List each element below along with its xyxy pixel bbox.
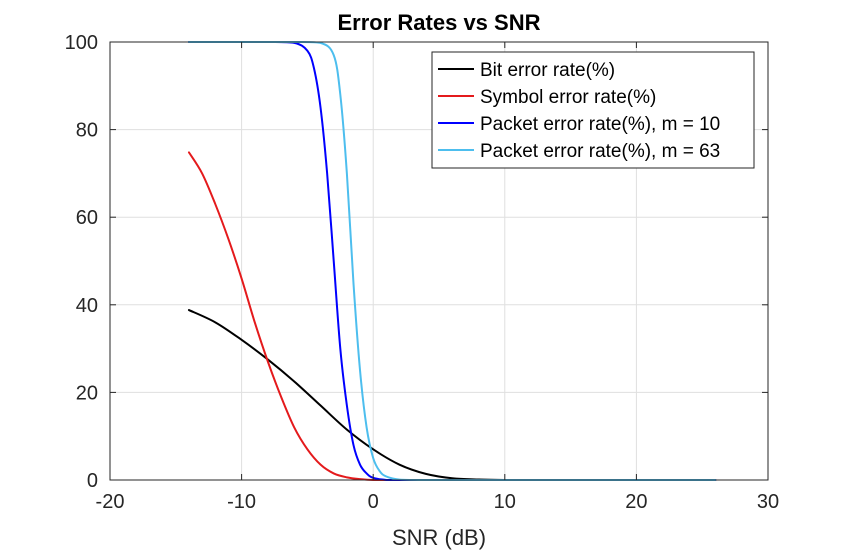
legend: Bit error rate(%) Symbol error rate(%) Pac… — [431, 51, 755, 169]
y-tick-label: 40 — [76, 295, 98, 317]
y-tick-label: 20 — [76, 382, 98, 404]
x-tick-label: 0 — [368, 491, 379, 513]
legend-label: Packet error rate(%), m = 10 — [480, 114, 720, 135]
legend-box — [431, 51, 755, 169]
axis-ticks: -20 -10 0 10 20 30 0 20 40 60 80 100 — [65, 32, 780, 513]
y-tick-label: 60 — [76, 207, 98, 229]
x-tick-label: 10 — [494, 491, 516, 513]
x-tick-label: 20 — [625, 491, 647, 513]
legend-label: Symbol error rate(%) — [480, 87, 656, 108]
x-tick-label: -10 — [227, 491, 256, 513]
x-tick-label: 30 — [757, 491, 779, 513]
y-tick-label: 100 — [65, 32, 98, 54]
x-tick-label: -20 — [96, 491, 125, 513]
chart-title: Error Rates vs SNR — [338, 10, 541, 35]
x-axis-label: SNR (dB) — [392, 525, 486, 550]
y-tick-label: 80 — [76, 120, 98, 142]
plot-area-border — [109, 41, 769, 481]
legend-label: Bit error rate(%) — [480, 60, 615, 81]
legend-label: Packet error rate(%), m = 63 — [480, 141, 720, 162]
y-tick-label: 0 — [87, 470, 98, 492]
